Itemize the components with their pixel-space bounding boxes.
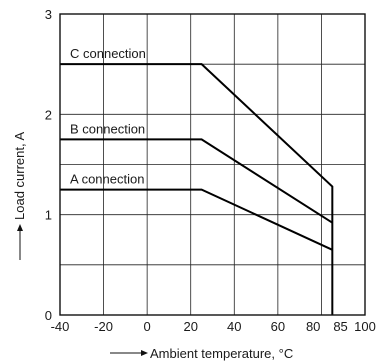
series-lines bbox=[60, 63, 334, 315]
series-label-b-connection: B connection bbox=[70, 121, 145, 136]
y-tick-label: 1 bbox=[45, 208, 52, 223]
series-line-b-connection bbox=[60, 138, 333, 224]
y-tick-label: 0 bbox=[45, 308, 52, 323]
tick-labels: -40 -20 0 20 40 60 80 85 100 0 1 2 3 bbox=[45, 7, 376, 334]
x-tick-label: 100 bbox=[354, 319, 376, 334]
x-axis-arrowhead bbox=[141, 350, 148, 356]
y-tick-label: 2 bbox=[45, 107, 52, 122]
x-tick-label: 80 bbox=[306, 319, 320, 334]
x-tick-label: 20 bbox=[183, 319, 197, 334]
y-axis-title: Load current, A bbox=[12, 132, 27, 260]
x-tick-label: -20 bbox=[94, 319, 113, 334]
series-label-a-connection: A connection bbox=[70, 172, 144, 187]
grid bbox=[59, 13, 366, 316]
x-axis-title: Ambient temperature, °C bbox=[110, 346, 293, 361]
x-tick-label: 40 bbox=[227, 319, 241, 334]
y-axis-label: Load current, A bbox=[12, 132, 27, 220]
series-labels: C connection B connection A connection bbox=[70, 46, 146, 186]
series-line-a-connection bbox=[60, 188, 333, 251]
y-tick-label: 3 bbox=[45, 7, 52, 22]
series-line-c-connection bbox=[60, 63, 334, 315]
x-axis-label: Ambient temperature, °C bbox=[150, 346, 293, 361]
x-tick-label: -40 bbox=[51, 319, 70, 334]
y-axis-arrowhead bbox=[17, 224, 23, 231]
x-tick-label: 85 bbox=[333, 319, 347, 334]
x-tick-label: 0 bbox=[144, 319, 151, 334]
series-label-c-connection: C connection bbox=[70, 46, 146, 61]
x-tick-label: 60 bbox=[271, 319, 285, 334]
plot-frame bbox=[59, 13, 366, 316]
